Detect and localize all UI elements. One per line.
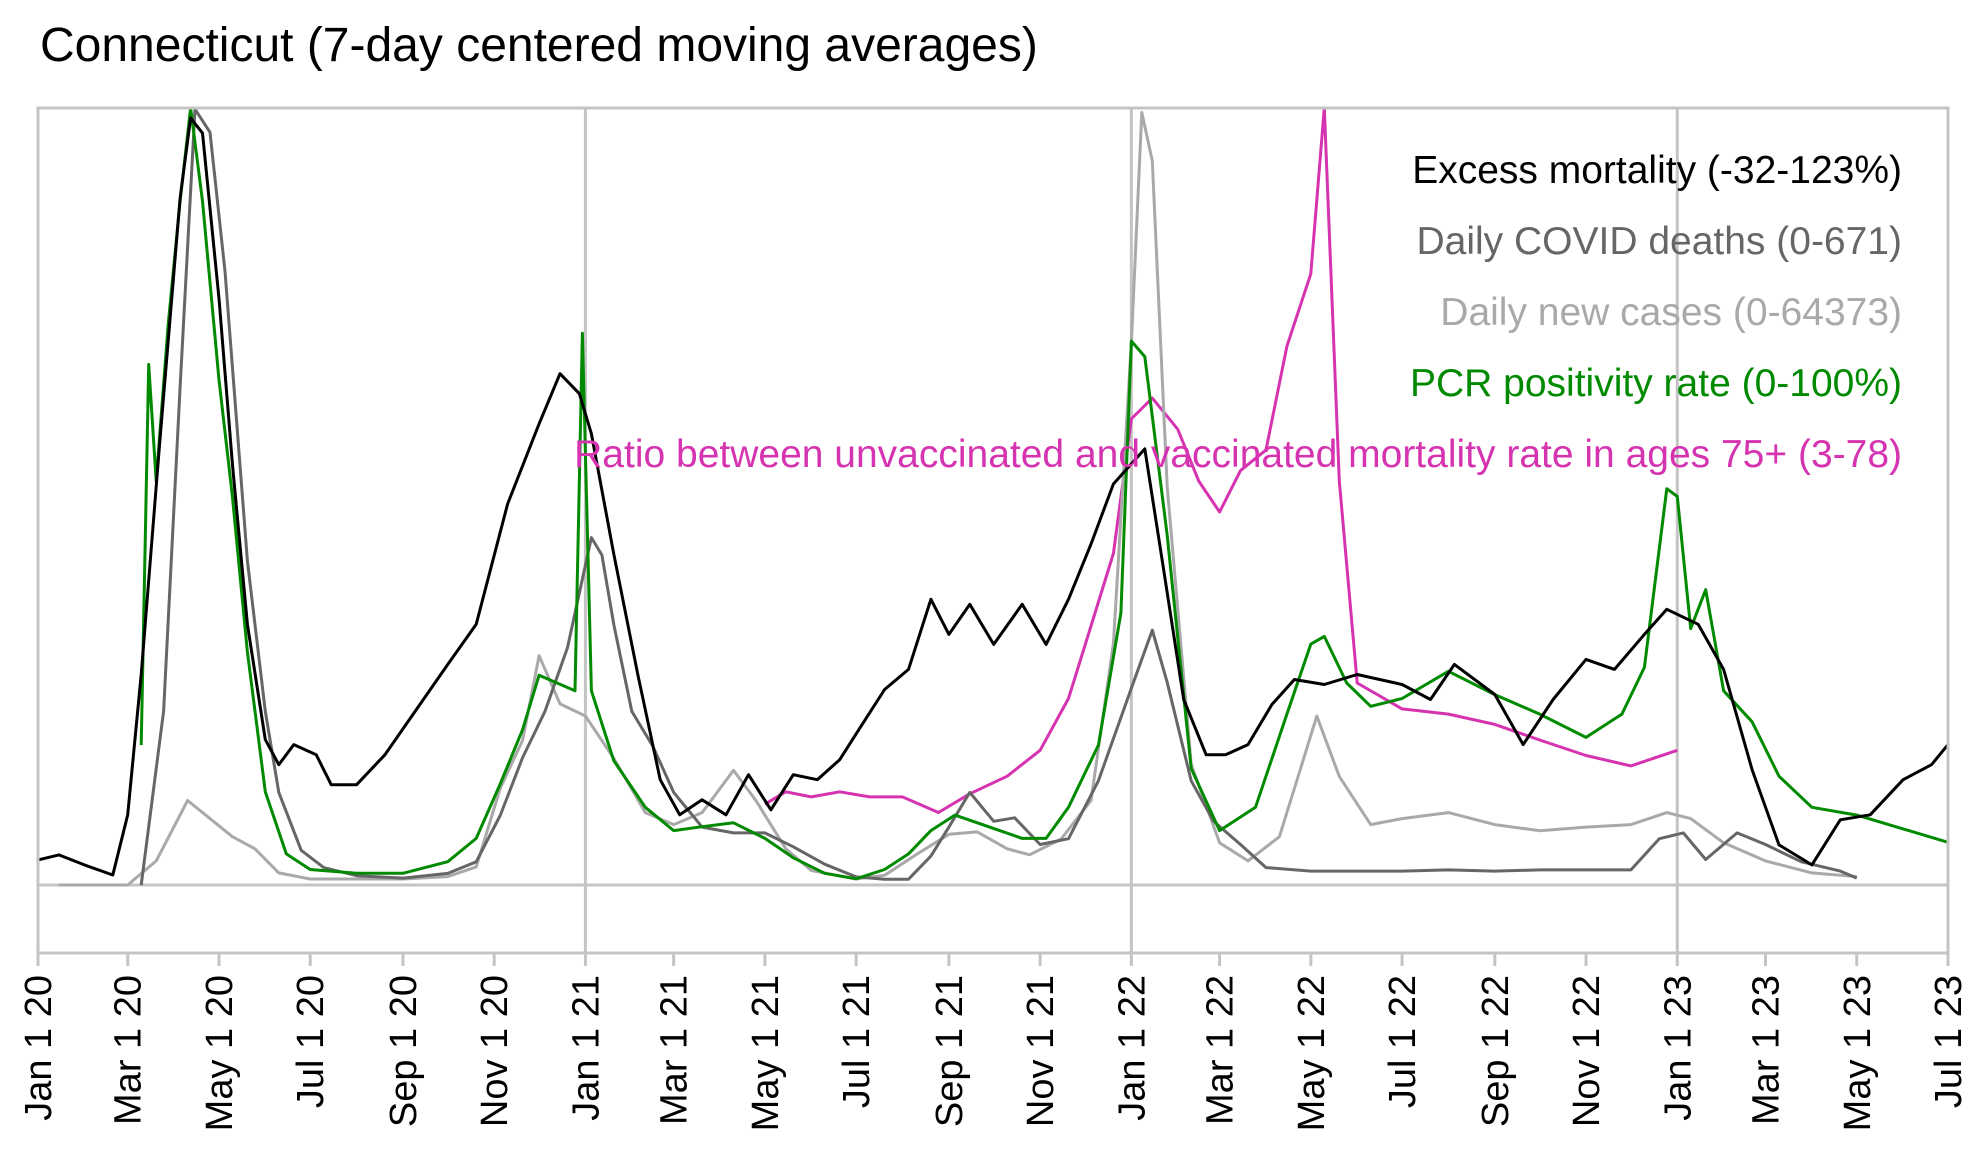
x-tick-label: May 1 23 [1837, 975, 1879, 1131]
x-tick-label: Jul 1 20 [290, 975, 332, 1108]
x-tick-label: Nov 1 20 [474, 975, 516, 1127]
x-tick-label: Mar 1 20 [108, 975, 150, 1125]
x-tick-label: May 1 20 [199, 975, 241, 1131]
x-axis: Jan 1 20 Mar 1 20 May 1 20 Jul 1 20 Sep 1 20… [18, 953, 1970, 1131]
x-tick-label: May 1 21 [745, 975, 787, 1131]
x-tick-label: Jan 1 23 [1657, 975, 1699, 1121]
x-tick-label: May 1 22 [1291, 975, 1333, 1131]
x-tick-label: Mar 1 22 [1200, 975, 1242, 1125]
x-tick-label: Jul 1 21 [836, 975, 878, 1108]
x-tick-label: Jan 1 22 [1111, 975, 1153, 1121]
x-tick-label: Jan 1 20 [18, 975, 60, 1121]
legend-entry: Excess mortality (-32-123%) [1412, 149, 1902, 192]
series-layer [37, 106, 1950, 887]
plot-frame [36, 106, 1950, 955]
legend-entry: PCR positivity rate (0-100%) [1410, 362, 1902, 405]
x-tick-label: Mar 1 21 [654, 975, 696, 1125]
x-tick-label: Sep 1 20 [383, 975, 425, 1127]
x-tick-label: Nov 1 22 [1566, 975, 1608, 1127]
series-line-0 [37, 116, 1950, 877]
x-tick-label: Jul 1 22 [1382, 975, 1424, 1108]
x-tick-label: Sep 1 21 [929, 975, 971, 1127]
grid-layer [38, 108, 1948, 953]
legend: Excess mortality (-32-123%) Daily COVID d… [574, 149, 1902, 476]
x-tick-label: Jul 1 23 [1928, 975, 1970, 1108]
x-tick-label: Jan 1 21 [565, 975, 607, 1121]
x-tick-label: Sep 1 22 [1475, 975, 1517, 1127]
chart-title: Connecticut (7-day centered moving avera… [40, 19, 1038, 72]
x-tick-label: Mar 1 23 [1746, 975, 1788, 1125]
x-tick-label: Nov 1 21 [1020, 975, 1062, 1127]
plot-border [36, 106, 1950, 955]
legend-entry: Daily new cases (0-64373) [1440, 291, 1902, 334]
legend-entry: Ratio between unvaccinated and vaccinate… [574, 433, 1902, 476]
series-line-4 [764, 106, 1678, 814]
series-line-3 [139, 106, 1949, 881]
legend-entry: Daily COVID deaths (0-671) [1416, 220, 1902, 263]
